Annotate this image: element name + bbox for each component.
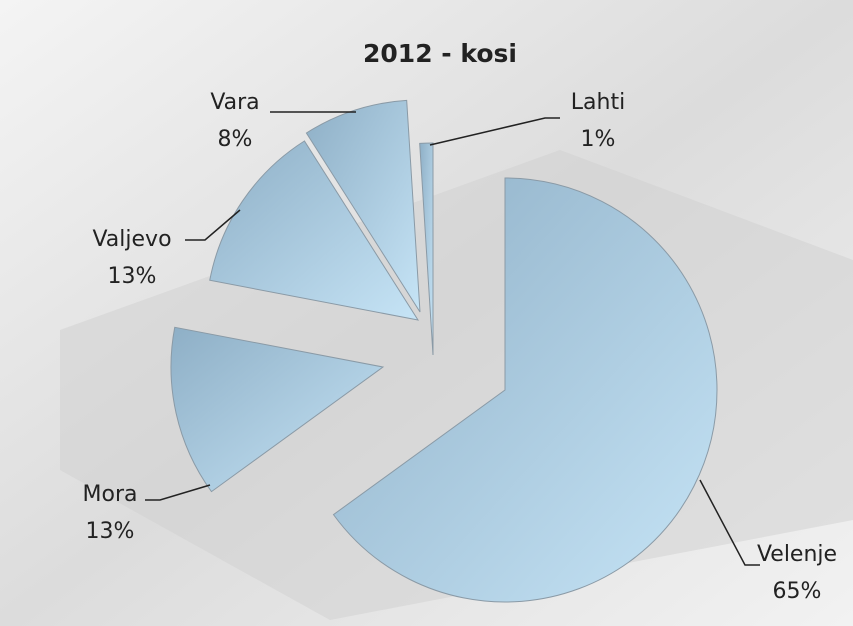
leader-line xyxy=(145,484,211,501)
chart-title: 2012 - kosi xyxy=(363,39,517,68)
slice-value-label: 13% xyxy=(86,519,135,544)
slice-value-label: 65% xyxy=(773,579,822,604)
slice-value-label: 13% xyxy=(108,264,157,289)
slice-label: Lahti xyxy=(571,90,625,115)
leader-line xyxy=(429,117,560,146)
slice-value-label: 1% xyxy=(581,127,616,152)
pie-slice xyxy=(419,142,434,356)
pie-slice xyxy=(332,177,718,603)
slice-label: Mora xyxy=(83,482,138,507)
slice-label: Valjevo xyxy=(92,227,171,252)
pie-slice xyxy=(170,326,385,493)
pie-slice xyxy=(209,140,420,321)
slice-value-label: 8% xyxy=(218,127,253,152)
pie-slice xyxy=(305,99,421,313)
leader-line xyxy=(185,209,241,241)
leader-line xyxy=(699,479,760,566)
slice-label: Velenje xyxy=(757,542,837,567)
slice-label: Vara xyxy=(210,90,259,115)
